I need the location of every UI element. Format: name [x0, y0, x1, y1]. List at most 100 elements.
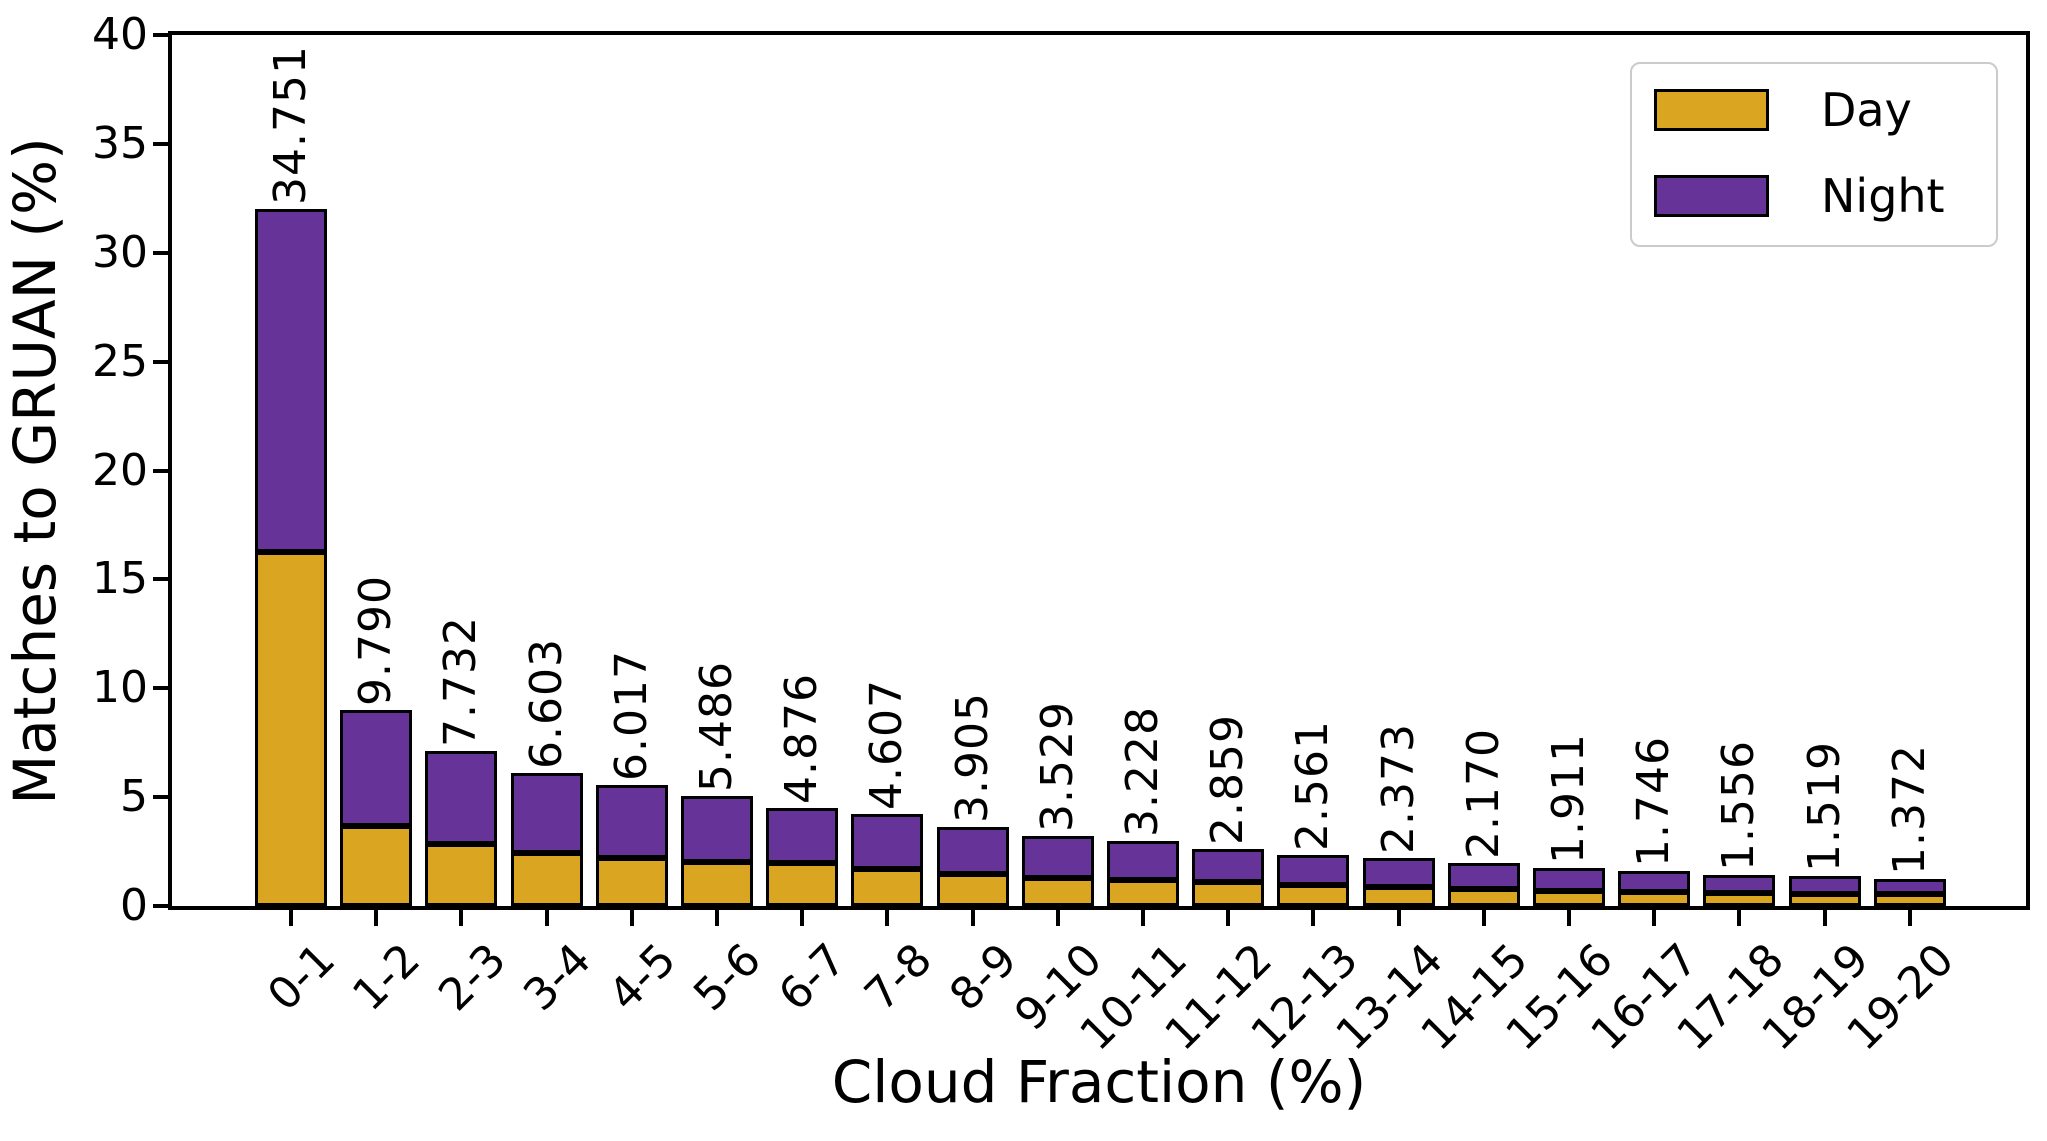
bar-day-segment — [1021, 878, 1094, 906]
bar-day-segment — [851, 869, 924, 906]
y-tick-mark — [153, 795, 168, 800]
x-tick-mark — [289, 910, 293, 926]
bar-value-label: 2.561 — [1287, 720, 1339, 851]
x-tick-label: 7-8 — [854, 934, 942, 1021]
bar-value-label: 1.519 — [1798, 741, 1850, 872]
legend: Day Night — [1630, 62, 1998, 247]
x-tick-mark — [544, 910, 549, 926]
bar-value-label: 3.905 — [946, 692, 998, 823]
bar-night-segment — [510, 773, 583, 853]
bar-night-segment — [681, 796, 753, 862]
y-tick-mark — [153, 33, 168, 37]
x-tick-mark — [1141, 910, 1145, 926]
bar-night-segment — [340, 710, 413, 826]
bar-day-segment — [595, 858, 668, 906]
bar-value-label: 4.876 — [776, 673, 828, 804]
bar-night-segment — [1192, 849, 1265, 882]
bar-value-label: 6.017 — [605, 650, 657, 781]
x-tick-mark — [1822, 910, 1827, 926]
y-tick-mark — [153, 904, 168, 908]
bar-day-segment — [1447, 889, 1520, 906]
bar-value-label: 6.603 — [520, 638, 572, 769]
bar-night-segment — [1107, 841, 1179, 880]
bar-night-segment — [936, 827, 1009, 874]
bar-day-segment — [510, 853, 583, 906]
bar-value-label: 1.556 — [1713, 740, 1765, 871]
x-tick-label: 4-5 — [598, 934, 686, 1021]
legend-label-night: Night — [1821, 169, 1945, 223]
bar-night-segment — [1277, 855, 1350, 885]
bar-value-label: 1.372 — [1883, 744, 1935, 875]
x-tick-mark — [629, 910, 634, 926]
x-tick-label: 0-1 — [258, 934, 346, 1021]
x-tick-mark — [1481, 910, 1486, 926]
bar-day-segment — [340, 826, 413, 906]
legend-label-day: Day — [1821, 83, 1912, 137]
bar-day-segment — [1277, 885, 1350, 906]
y-tick-label: 35 — [92, 117, 148, 169]
x-tick-mark — [1737, 910, 1742, 926]
y-tick-mark — [153, 141, 168, 146]
x-tick-label: 5-6 — [684, 934, 772, 1021]
bar-value-label: 2.373 — [1372, 723, 1424, 854]
bar-night-segment — [255, 209, 327, 552]
x-tick-mark — [459, 910, 464, 926]
plot-area — [168, 31, 2030, 910]
bar-night-segment — [425, 751, 498, 844]
y-tick-mark — [153, 359, 168, 364]
bar-night-segment — [851, 814, 924, 869]
x-tick-label: 6-7 — [769, 934, 857, 1021]
x-tick-mark — [715, 910, 719, 926]
bar-value-label: 2.170 — [1457, 728, 1509, 859]
bar-value-label: 7.732 — [435, 616, 487, 747]
bar-value-label: 3.228 — [1117, 706, 1168, 837]
legend-row-night: Night — [1654, 169, 1996, 223]
y-tick-mark — [153, 250, 168, 255]
y-tick-mark — [153, 468, 168, 473]
bar-night-segment — [1021, 836, 1094, 878]
bar-value-label: 1.746 — [1628, 736, 1680, 867]
x-tick-label: 3-4 — [513, 934, 601, 1021]
legend-row-day: Day — [1654, 83, 1996, 137]
bar-value-label: 2.859 — [1202, 714, 1254, 845]
x-tick-mark — [885, 910, 890, 926]
bar-night-segment — [1362, 858, 1435, 887]
night-swatch-icon — [1654, 175, 1769, 217]
bar-night-segment — [1447, 863, 1520, 889]
bar-value-label: 4.607 — [861, 679, 913, 810]
y-tick-mark — [153, 686, 168, 691]
bar-night-segment — [1703, 875, 1776, 893]
bar-night-segment — [1788, 876, 1861, 894]
y-tick-label: 30 — [92, 226, 148, 278]
x-tick-mark — [970, 910, 975, 926]
x-tick-mark — [1567, 910, 1571, 926]
bar-night-segment — [1873, 879, 1946, 894]
bar-day-segment — [1618, 892, 1691, 906]
x-tick-mark — [374, 910, 379, 926]
bar-night-segment — [766, 808, 839, 863]
y-tick-label: 25 — [92, 335, 148, 387]
x-tick-mark — [1311, 910, 1316, 926]
bar-day-segment — [1362, 887, 1435, 906]
bar-day-segment — [1788, 894, 1861, 906]
x-tick-mark — [1907, 910, 1912, 926]
y-tick-label: 20 — [92, 444, 148, 496]
bar-night-segment — [595, 785, 668, 858]
bar-day-segment — [1192, 882, 1265, 906]
bar-value-label: 34.751 — [265, 45, 316, 205]
y-tick-label: 0 — [120, 880, 148, 931]
x-tick-mark — [1226, 910, 1231, 926]
bar-day-segment — [681, 862, 753, 906]
x-axis-title: Cloud Fraction (%) — [831, 1048, 1367, 1116]
bar-day-segment — [1533, 891, 1605, 906]
x-tick-label: 2-3 — [428, 934, 516, 1021]
y-tick-label: 40 — [92, 9, 148, 60]
bar-value-label: 5.486 — [691, 661, 742, 792]
bar-value-label: 9.790 — [350, 575, 402, 706]
x-tick-mark — [1652, 910, 1657, 926]
bar-day-segment — [1703, 893, 1776, 906]
bar-night-segment — [1618, 871, 1691, 892]
bar-day-segment — [766, 863, 839, 906]
bar-value-label: 1.911 — [1543, 733, 1594, 864]
